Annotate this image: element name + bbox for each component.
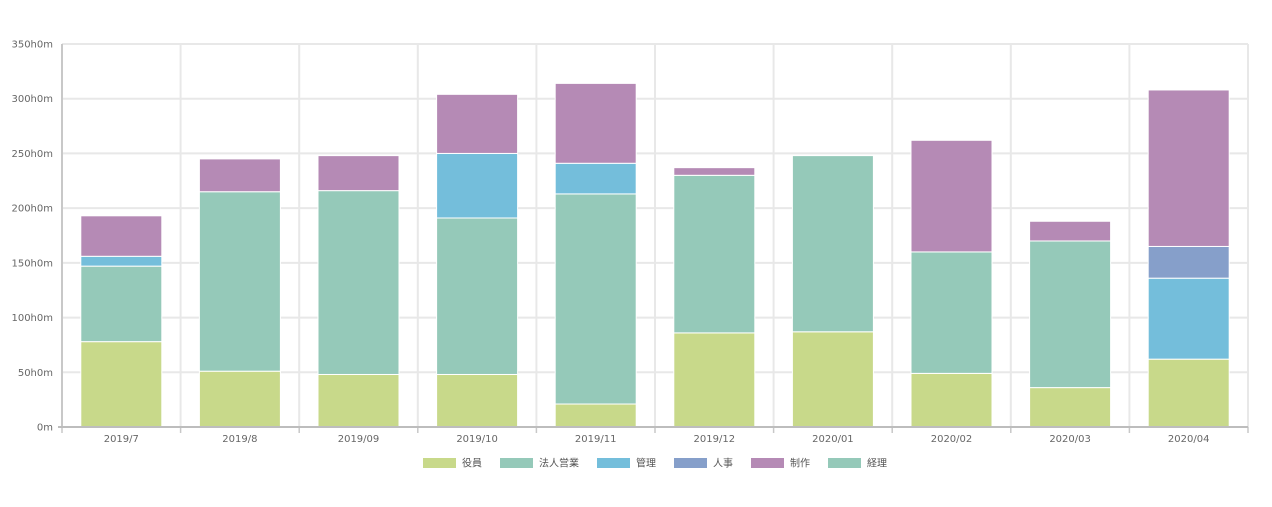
gridlines bbox=[61, 43, 1249, 427]
bar-segment[interactable] bbox=[436, 217, 519, 375]
x-tick-label: 2020/04 bbox=[1168, 434, 1210, 445]
x-tick-label: 2019/7 bbox=[104, 434, 139, 445]
y-tick-label: 350h0m bbox=[11, 40, 53, 51]
bar-segment[interactable] bbox=[317, 190, 400, 375]
legend-label: 人事 bbox=[713, 457, 733, 470]
bar-segment[interactable] bbox=[673, 332, 756, 428]
y-tick-label: 300h0m bbox=[11, 94, 53, 105]
bar-segment[interactable] bbox=[1147, 245, 1230, 279]
bar-segment[interactable] bbox=[791, 155, 874, 333]
y-tick-label: 0m bbox=[37, 423, 53, 434]
bar-segment[interactable] bbox=[436, 93, 519, 154]
legend-item[interactable]: 制作 bbox=[751, 457, 810, 470]
legend-item[interactable]: 人事 bbox=[674, 457, 733, 470]
legend-label: 役員 bbox=[462, 457, 482, 470]
legend-swatch bbox=[500, 458, 533, 468]
x-tick-label: 2020/01 bbox=[812, 434, 854, 445]
legend-item[interactable]: 経理 bbox=[828, 457, 887, 470]
bar-segment[interactable] bbox=[1029, 220, 1112, 242]
bar-segment[interactable] bbox=[554, 403, 637, 428]
y-tick-label: 150h0m bbox=[11, 258, 53, 269]
bar-segment[interactable] bbox=[673, 167, 756, 176]
bar-segment[interactable] bbox=[791, 331, 874, 428]
legend-item[interactable]: 法人営業 bbox=[500, 457, 579, 470]
legend-item[interactable]: 管理 bbox=[597, 457, 656, 470]
x-tick-label: 2020/02 bbox=[931, 434, 973, 445]
legend-swatch bbox=[423, 458, 456, 468]
bar-segment[interactable] bbox=[80, 265, 163, 343]
legend-label: 経理 bbox=[867, 457, 887, 470]
bar-segment[interactable] bbox=[80, 255, 163, 267]
x-tick-label: 2019/12 bbox=[694, 434, 736, 445]
bar-segment[interactable] bbox=[80, 215, 163, 257]
bar-segment[interactable] bbox=[198, 191, 281, 372]
bar-segment[interactable] bbox=[317, 155, 400, 192]
bar-segment[interactable] bbox=[554, 82, 637, 164]
legend: 役員 法人営業 管理 人事 制作 経理 bbox=[423, 457, 887, 470]
bar-segment[interactable] bbox=[910, 139, 993, 253]
bar-segment[interactable] bbox=[554, 162, 637, 195]
legend-label: 制作 bbox=[790, 457, 810, 470]
legend-label: 管理 bbox=[636, 457, 656, 470]
legend-swatch bbox=[597, 458, 630, 468]
legend-swatch bbox=[828, 458, 861, 468]
y-tick-label: 200h0m bbox=[11, 204, 53, 215]
bar-segment[interactable] bbox=[198, 158, 281, 193]
bar-segment[interactable] bbox=[317, 373, 400, 428]
bar-segment[interactable] bbox=[436, 373, 519, 428]
x-tick-label: 2019/11 bbox=[575, 434, 617, 445]
legend-swatch bbox=[751, 458, 784, 468]
bar-segment[interactable] bbox=[1029, 387, 1112, 428]
y-tick-label: 50h0m bbox=[18, 368, 53, 379]
bar-segment[interactable] bbox=[80, 341, 163, 428]
x-tick-label: 2020/03 bbox=[1049, 434, 1091, 445]
bars bbox=[80, 82, 1230, 428]
y-tick-label: 250h0m bbox=[11, 149, 53, 160]
bar-segment[interactable] bbox=[1147, 358, 1230, 428]
x-tick-label: 2019/09 bbox=[338, 434, 380, 445]
legend-item[interactable]: 役員 bbox=[423, 457, 482, 470]
bar-segment[interactable] bbox=[436, 152, 519, 219]
bar-segment[interactable] bbox=[673, 174, 756, 334]
axes: 0m 50h0m 100h0m 150h0m 200h0m 250h0m 300h0m 350… bbox=[11, 40, 1249, 445]
bar-segment[interactable] bbox=[1147, 277, 1230, 360]
legend-swatch bbox=[674, 458, 707, 468]
bar-segment[interactable] bbox=[1147, 89, 1230, 247]
bar-segment[interactable] bbox=[1029, 240, 1112, 389]
y-tick-label: 100h0m bbox=[11, 313, 53, 324]
bar-segment[interactable] bbox=[910, 372, 993, 428]
bar-segment[interactable] bbox=[910, 251, 993, 374]
x-tick-label: 2019/10 bbox=[456, 434, 498, 445]
legend-label: 法人営業 bbox=[539, 457, 579, 470]
bar-segment[interactable] bbox=[554, 193, 637, 405]
bar-segment[interactable] bbox=[198, 370, 281, 428]
x-tick-label: 2019/8 bbox=[222, 434, 257, 445]
